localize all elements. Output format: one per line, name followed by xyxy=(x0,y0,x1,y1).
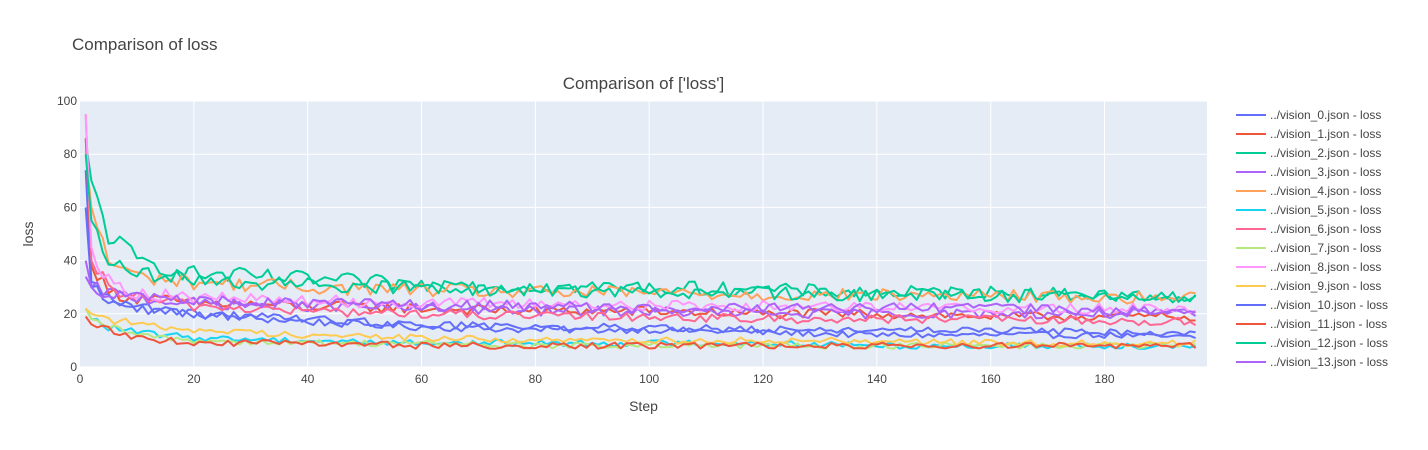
series-line[interactable] xyxy=(85,307,1197,348)
x-tick-label: 20 xyxy=(187,372,201,386)
y-tick-label: 20 xyxy=(64,307,78,321)
legend-item[interactable]: ../vision_3.json - loss xyxy=(1236,165,1381,179)
legend-label: ../vision_11.json - loss xyxy=(1270,317,1387,331)
series-line[interactable] xyxy=(84,114,1197,327)
legend-label: ../vision_1.json - loss xyxy=(1270,127,1381,141)
legend-label: ../vision_2.json - loss xyxy=(1270,146,1381,160)
y-tick-label: 100 xyxy=(57,94,77,108)
legend-item[interactable]: ../vision_6.json - loss xyxy=(1236,222,1381,236)
legend-label: ../vision_12.json - loss xyxy=(1270,336,1388,350)
legend-label: ../vision_8.json - loss xyxy=(1270,260,1381,274)
x-tick-label: 100 xyxy=(639,372,659,386)
legend-label: ../vision_6.json - loss xyxy=(1270,222,1381,236)
x-axis-tick-labels: 0 20 40 60 80 100 120 140 160 180 xyxy=(77,372,1115,386)
legend-label: ../vision_9.json - loss xyxy=(1270,279,1381,293)
legend-label: ../vision_7.json - loss xyxy=(1270,241,1381,255)
legend-label: ../vision_13.json - loss xyxy=(1270,355,1388,369)
legend-item[interactable]: ../vision_1.json - loss xyxy=(1236,127,1381,141)
legend: ../vision_0.json - loss ../vision_1.json … xyxy=(1236,108,1388,369)
legend-item[interactable]: ../vision_4.json - loss xyxy=(1236,184,1381,198)
legend-label: ../vision_3.json - loss xyxy=(1270,165,1381,179)
series-line[interactable] xyxy=(84,315,1197,350)
legend-item[interactable]: ../vision_9.json - loss xyxy=(1236,279,1381,293)
legend-item[interactable]: ../vision_0.json - loss xyxy=(1236,108,1381,122)
x-tick-label: 140 xyxy=(867,372,887,386)
legend-label: ../vision_0.json - loss xyxy=(1270,108,1381,122)
y-tick-label: 40 xyxy=(64,254,78,268)
x-tick-label: 180 xyxy=(1095,372,1115,386)
y-tick-label: 80 xyxy=(64,147,78,161)
legend-item[interactable]: ../vision_5.json - loss xyxy=(1236,203,1381,217)
legend-item[interactable]: ../vision_2.json - loss xyxy=(1236,146,1381,160)
x-tick-label: 120 xyxy=(753,372,773,386)
x-tick-label: 60 xyxy=(415,372,429,386)
y-tick-label: 0 xyxy=(70,360,77,374)
y-tick-label: 60 xyxy=(64,200,78,214)
legend-item[interactable]: ../vision_13.json - loss xyxy=(1236,355,1388,369)
legend-item[interactable]: ../vision_8.json - loss xyxy=(1236,260,1381,274)
series-lines xyxy=(84,114,1197,350)
page-title: Comparison of loss xyxy=(72,35,218,54)
x-axis-label: Step xyxy=(629,398,658,414)
legend-label: ../vision_5.json - loss xyxy=(1270,203,1381,217)
y-axis-tick-labels: 0 20 40 60 80 100 xyxy=(57,94,77,374)
series-line[interactable] xyxy=(84,207,1196,337)
series-line[interactable] xyxy=(84,154,1197,304)
x-tick-label: 40 xyxy=(301,372,315,386)
legend-label: ../vision_4.json - loss xyxy=(1270,184,1381,198)
y-axis-label: loss xyxy=(20,222,36,247)
x-tick-label: 0 xyxy=(77,372,84,386)
legend-label: ../vision_10.json - loss xyxy=(1270,298,1388,312)
legend-item[interactable]: ../vision_10.json - loss xyxy=(1236,298,1388,312)
series-line[interactable] xyxy=(84,260,1196,317)
series-line[interactable] xyxy=(84,154,1196,305)
legend-item[interactable]: ../vision_11.json - loss xyxy=(1236,317,1387,331)
series-line[interactable] xyxy=(84,170,1196,340)
chart-title: Comparison of ['loss'] xyxy=(563,74,724,93)
legend-item[interactable]: ../vision_7.json - loss xyxy=(1236,241,1381,255)
x-tick-label: 80 xyxy=(529,372,543,386)
legend-item[interactable]: ../vision_12.json - loss xyxy=(1236,336,1388,350)
x-tick-label: 160 xyxy=(981,372,1001,386)
